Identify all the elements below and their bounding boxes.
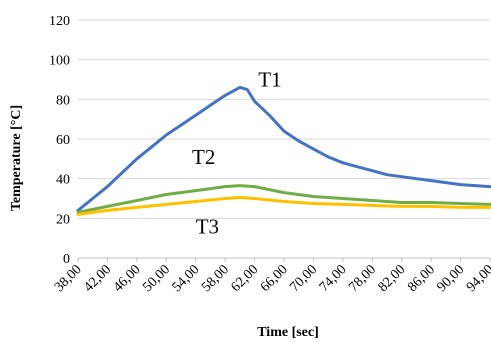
- x-tick-label: 66,00: [258, 262, 291, 295]
- series-labels: T1 T2 T3: [192, 68, 282, 239]
- y-tick-label: 60: [56, 133, 70, 148]
- x-tick-label: 70,00: [287, 262, 320, 295]
- x-tick-label: 54,00: [170, 262, 203, 295]
- series-label-t1: T1: [258, 68, 281, 92]
- x-axis-title: Time [sec]: [257, 325, 319, 340]
- x-tick-label: 58,00: [199, 262, 232, 295]
- y-axis-ticks: 0 20 40 60 80 100 120: [49, 14, 70, 267]
- x-tick-label: 50,00: [140, 262, 173, 295]
- series-lines: [76, 85, 491, 216]
- x-tick-label: 46,00: [111, 262, 144, 295]
- x-tick-label: 90,00: [435, 262, 468, 295]
- series-line-t3: [76, 196, 491, 216]
- y-axis-title: Temperature [°C]: [9, 105, 24, 211]
- y-tick-label: 0: [63, 252, 70, 267]
- y-tick-label: 120: [49, 14, 70, 29]
- x-tick-label: 78,00: [346, 262, 379, 295]
- x-tick-label: 82,00: [376, 262, 409, 295]
- x-tick-label: 86,00: [405, 262, 438, 295]
- y-tick-label: 80: [56, 93, 70, 108]
- x-tick-label: 38,00: [52, 262, 85, 295]
- y-tick-label: 40: [56, 173, 70, 188]
- y-tick-label: 100: [49, 54, 70, 69]
- x-axis-ticks: 38,0042,0046,0050,0054,0058,0062,0066,00…: [52, 258, 491, 295]
- x-tick-label: 74,00: [317, 262, 350, 295]
- x-tick-label: 42,00: [81, 262, 114, 295]
- series-label-t3: T3: [196, 214, 219, 238]
- series-line-t2: [76, 184, 491, 214]
- x-tick-label: 62,00: [229, 262, 262, 295]
- x-tick-label: 94,00: [464, 262, 491, 295]
- gridlines: [78, 19, 490, 259]
- series-line-t1: [76, 85, 491, 212]
- y-tick-label: 20: [56, 212, 70, 227]
- series-label-t2: T2: [192, 145, 215, 169]
